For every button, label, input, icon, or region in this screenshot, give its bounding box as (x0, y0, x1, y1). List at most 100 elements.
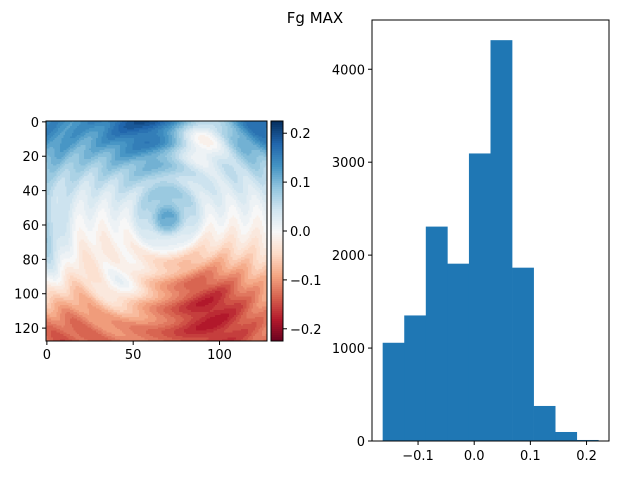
colorbar-segment (271, 293, 283, 296)
colorbar-segment (271, 249, 283, 252)
colorbar-segment (271, 331, 283, 334)
y-tick-label: 0 (357, 435, 365, 450)
colorbar-segment (271, 301, 283, 304)
colorbar-segment (271, 253, 283, 256)
colorbar-segment (271, 325, 283, 328)
colorbar-segment (271, 159, 283, 162)
colorbar-segment (271, 179, 283, 182)
colorbar-segment (271, 305, 283, 308)
histogram-frame (371, 19, 610, 442)
colorbar-segment (271, 171, 283, 174)
colorbar-segment (271, 151, 283, 154)
colorbar-segment (271, 275, 283, 278)
colorbar-segment (271, 265, 283, 268)
colorbar-tick-label: −0.2 (290, 323, 322, 338)
colorbar-segment (271, 131, 283, 134)
colorbar-segment (271, 315, 283, 318)
colorbar-segment (271, 319, 283, 322)
colorbar-segment (271, 251, 283, 254)
colorbar-segment (271, 133, 283, 136)
colorbar-segment (271, 291, 283, 294)
colorbar-segment (271, 337, 283, 340)
colorbar-segment (271, 257, 283, 260)
colorbar-segment (271, 137, 283, 140)
x-tick-label: 0 (43, 348, 51, 363)
colorbar-segment (271, 281, 283, 284)
histogram-bar (512, 267, 534, 441)
y-tick-label: 2000 (332, 249, 365, 264)
colorbar-segment (271, 231, 283, 234)
colorbar-segment (271, 221, 283, 224)
colorbar: 0.2 0.1 0.0 −0.1 −0.2 (270, 120, 322, 342)
colorbar-segment (271, 169, 283, 172)
colorbar-segment (271, 215, 283, 218)
colorbar-segment (271, 223, 283, 226)
colorbar-segment (271, 271, 283, 274)
colorbar-segment (271, 235, 283, 238)
colorbar-segment (271, 287, 283, 290)
histogram-bar (490, 40, 513, 441)
colorbar-segment (271, 277, 283, 280)
colorbar-tick-label: −0.1 (290, 274, 322, 289)
colorbar-segment (271, 339, 283, 342)
colorbar-segment (271, 175, 283, 178)
colorbar-segment (271, 289, 283, 292)
y-tick-label: 0 (31, 116, 39, 131)
colorbar-segment (271, 181, 283, 184)
colorbar-segment (271, 317, 283, 320)
colorbar-segment (271, 259, 283, 262)
histogram-bar (555, 431, 578, 441)
colorbar-segment (271, 183, 283, 186)
colorbar-segment (271, 227, 283, 230)
colorbar-segment (271, 167, 283, 170)
colorbar-segment (271, 189, 283, 192)
histogram-bar (533, 405, 556, 441)
colorbar-segment (271, 237, 283, 240)
colorbar-segment (271, 279, 283, 282)
colorbar-segment (271, 213, 283, 216)
colorbar-segment (271, 255, 283, 258)
y-tick-label: 60 (22, 219, 39, 234)
colorbar-segment (271, 149, 283, 152)
colorbar-segment (271, 205, 283, 208)
colorbar-segment (271, 303, 283, 306)
colorbar-segment (271, 327, 283, 330)
colorbar-segment (271, 161, 283, 164)
colorbar-segment (271, 219, 283, 222)
histogram-bar (425, 226, 448, 441)
colorbar-segment (271, 129, 283, 132)
colorbar-segment (271, 247, 283, 250)
heatmap-image (46, 121, 267, 341)
colorbar-segment (271, 127, 283, 130)
colorbar-segment (271, 333, 283, 336)
colorbar-segment (271, 269, 283, 272)
colorbar-segment (271, 177, 283, 180)
colorbar-segment (271, 197, 283, 200)
x-tick-label: 0.2 (576, 449, 597, 464)
colorbar-segment (271, 199, 283, 202)
y-tick-label: 40 (22, 185, 39, 200)
colorbar-segment (271, 299, 283, 302)
colorbar-segment (271, 201, 283, 204)
heatmap-axes: 0 50 100 0 20 40 60 80 100 120 (14, 116, 268, 363)
colorbar-segment (271, 267, 283, 270)
colorbar-segment (271, 261, 283, 264)
x-tick-label: 0.0 (464, 449, 485, 464)
colorbar-tick-label: 0.0 (290, 225, 311, 240)
colorbar-segment (271, 121, 283, 124)
colorbar-segment (271, 207, 283, 210)
colorbar-segment (271, 285, 283, 288)
colorbar-segment (271, 125, 283, 128)
x-tick-label: 0.1 (520, 449, 541, 464)
x-tick-label: −0.1 (402, 449, 434, 464)
colorbar-segment (271, 165, 283, 168)
colorbar-segment (271, 229, 283, 232)
colorbar-segment (271, 139, 283, 142)
colorbar-segment (271, 135, 283, 138)
colorbar-segment (271, 211, 283, 214)
colorbar-segment (271, 203, 283, 206)
histogram-bar (447, 263, 470, 441)
colorbar-segment (271, 187, 283, 190)
colorbar-segment (271, 323, 283, 326)
